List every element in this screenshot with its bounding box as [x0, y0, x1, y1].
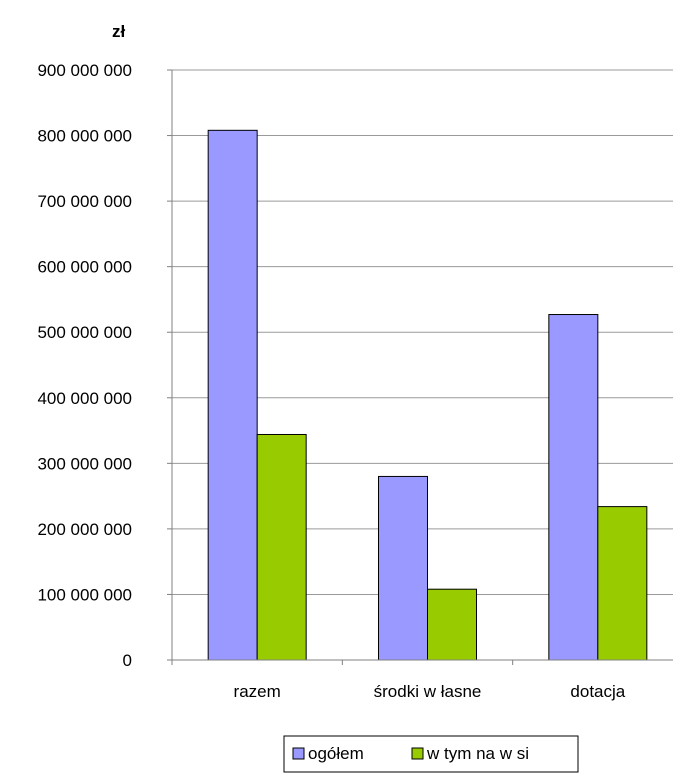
legend-box — [283, 735, 579, 773]
y-tick-label: 100 000 000 — [37, 585, 132, 604]
y-axis-unit-label: zł — [112, 22, 126, 41]
x-tick-label: razem — [234, 682, 281, 701]
bar-ogolem-2 — [548, 314, 599, 661]
legend-swatch — [411, 747, 424, 760]
bar-w-tym-na-wsi-2 — [597, 506, 648, 661]
x-tick-label: dotacja — [570, 682, 625, 701]
axes — [167, 69, 673, 665]
legend-label: ogółem — [308, 744, 364, 763]
bar-ogolem-0 — [207, 129, 258, 661]
y-tick-label: 500 000 000 — [37, 323, 132, 342]
legend-label: w tym na w si — [426, 744, 529, 763]
bar-ogolem-1 — [378, 475, 428, 661]
bar-w-tym-na-wsi-0 — [256, 433, 307, 661]
bars — [207, 129, 648, 661]
y-tick-label: 400 000 000 — [37, 389, 132, 408]
legend-swatch — [292, 747, 305, 760]
legend: ogółem w tym na w si — [283, 735, 579, 773]
y-tick-label: 600 000 000 — [37, 258, 132, 277]
y-tick-label: 700 000 000 — [37, 192, 132, 211]
y-tick-labels: 0 100 000 000 200 000 000 300 000 000 400 00… — [37, 61, 132, 670]
y-tick-label: 900 000 000 — [37, 61, 132, 80]
y-tick-label: 200 000 000 — [37, 520, 132, 539]
x-tick-labels: razem środki w łasne dotacja — [234, 682, 626, 701]
x-tick-label: środki w łasne — [374, 682, 482, 701]
y-tick-label: 0 — [123, 651, 132, 670]
y-tick-label: 300 000 000 — [37, 454, 132, 473]
y-tick-label: 800 000 000 — [37, 127, 132, 146]
bar-w-tym-na-wsi-1 — [427, 588, 477, 661]
